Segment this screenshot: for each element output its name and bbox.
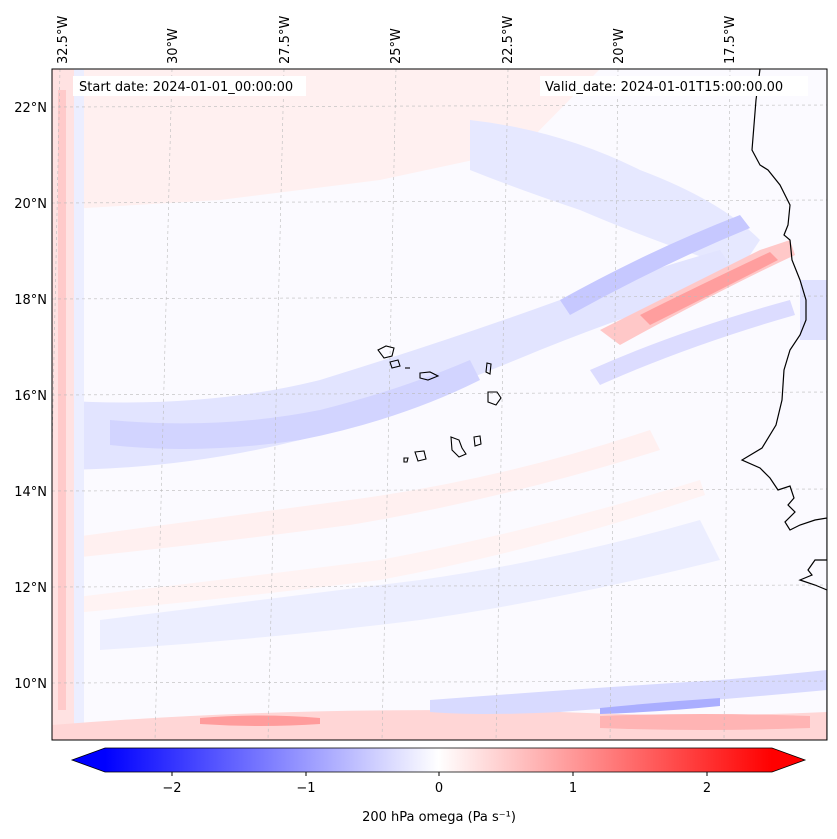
start-date-label: Start date: 2024-01-01_00:00:00 [79, 80, 293, 95]
lon-label-22-5w: 22.5°W [501, 16, 516, 64]
lat-label-10n: 10°N [14, 677, 47, 692]
lon-label-30w: 30°W [166, 28, 181, 64]
africa-coastline [740, 69, 827, 740]
colorbar-tick-2: 2 [703, 781, 711, 796]
lon-label-25w: 25°W [389, 28, 404, 64]
colorbar-outline [70, 747, 807, 773]
start-date-box [73, 76, 306, 96]
colorbar-tick-0: 0 [435, 781, 443, 796]
lon-label-17-5w: 17.5°W [723, 16, 738, 64]
lat-label-12n: 12°N [14, 581, 47, 596]
lat-label-18n: 18°N [14, 293, 47, 308]
colorbar-max-extend [772, 748, 805, 772]
valid-date-label: Valid_date: 2024-01-01T15:00:00.00 [545, 80, 783, 95]
cape-verde-islands [377, 345, 502, 463]
colorbar-gradient [105, 748, 772, 772]
omega-field [52, 69, 827, 740]
map-frame [51, 68, 828, 741]
colorbar-min-extend [72, 748, 105, 772]
lon-label-32-5w: 32.5°W [56, 16, 71, 64]
lon-label-20w: 20°W [612, 28, 627, 64]
colorbar-tick-neg2: −2 [162, 781, 181, 796]
lat-label-16n: 16°N [14, 389, 47, 404]
lat-label-14n: 14°N [14, 485, 47, 500]
colorbar-tick-1: 1 [569, 781, 577, 796]
lat-label-22n: 22°N [14, 101, 47, 116]
colorbar-tick-neg1: −1 [296, 781, 315, 796]
colorbar: −2 −1 0 1 2 200 hPa omega (Pa s⁻¹) [70, 747, 807, 825]
colorbar-label: 200 hPa omega (Pa s⁻¹) [362, 810, 516, 825]
valid-date-box [540, 76, 808, 96]
lon-label-27-5w: 27.5°W [278, 16, 293, 64]
lat-label-20n: 20°N [14, 197, 47, 212]
